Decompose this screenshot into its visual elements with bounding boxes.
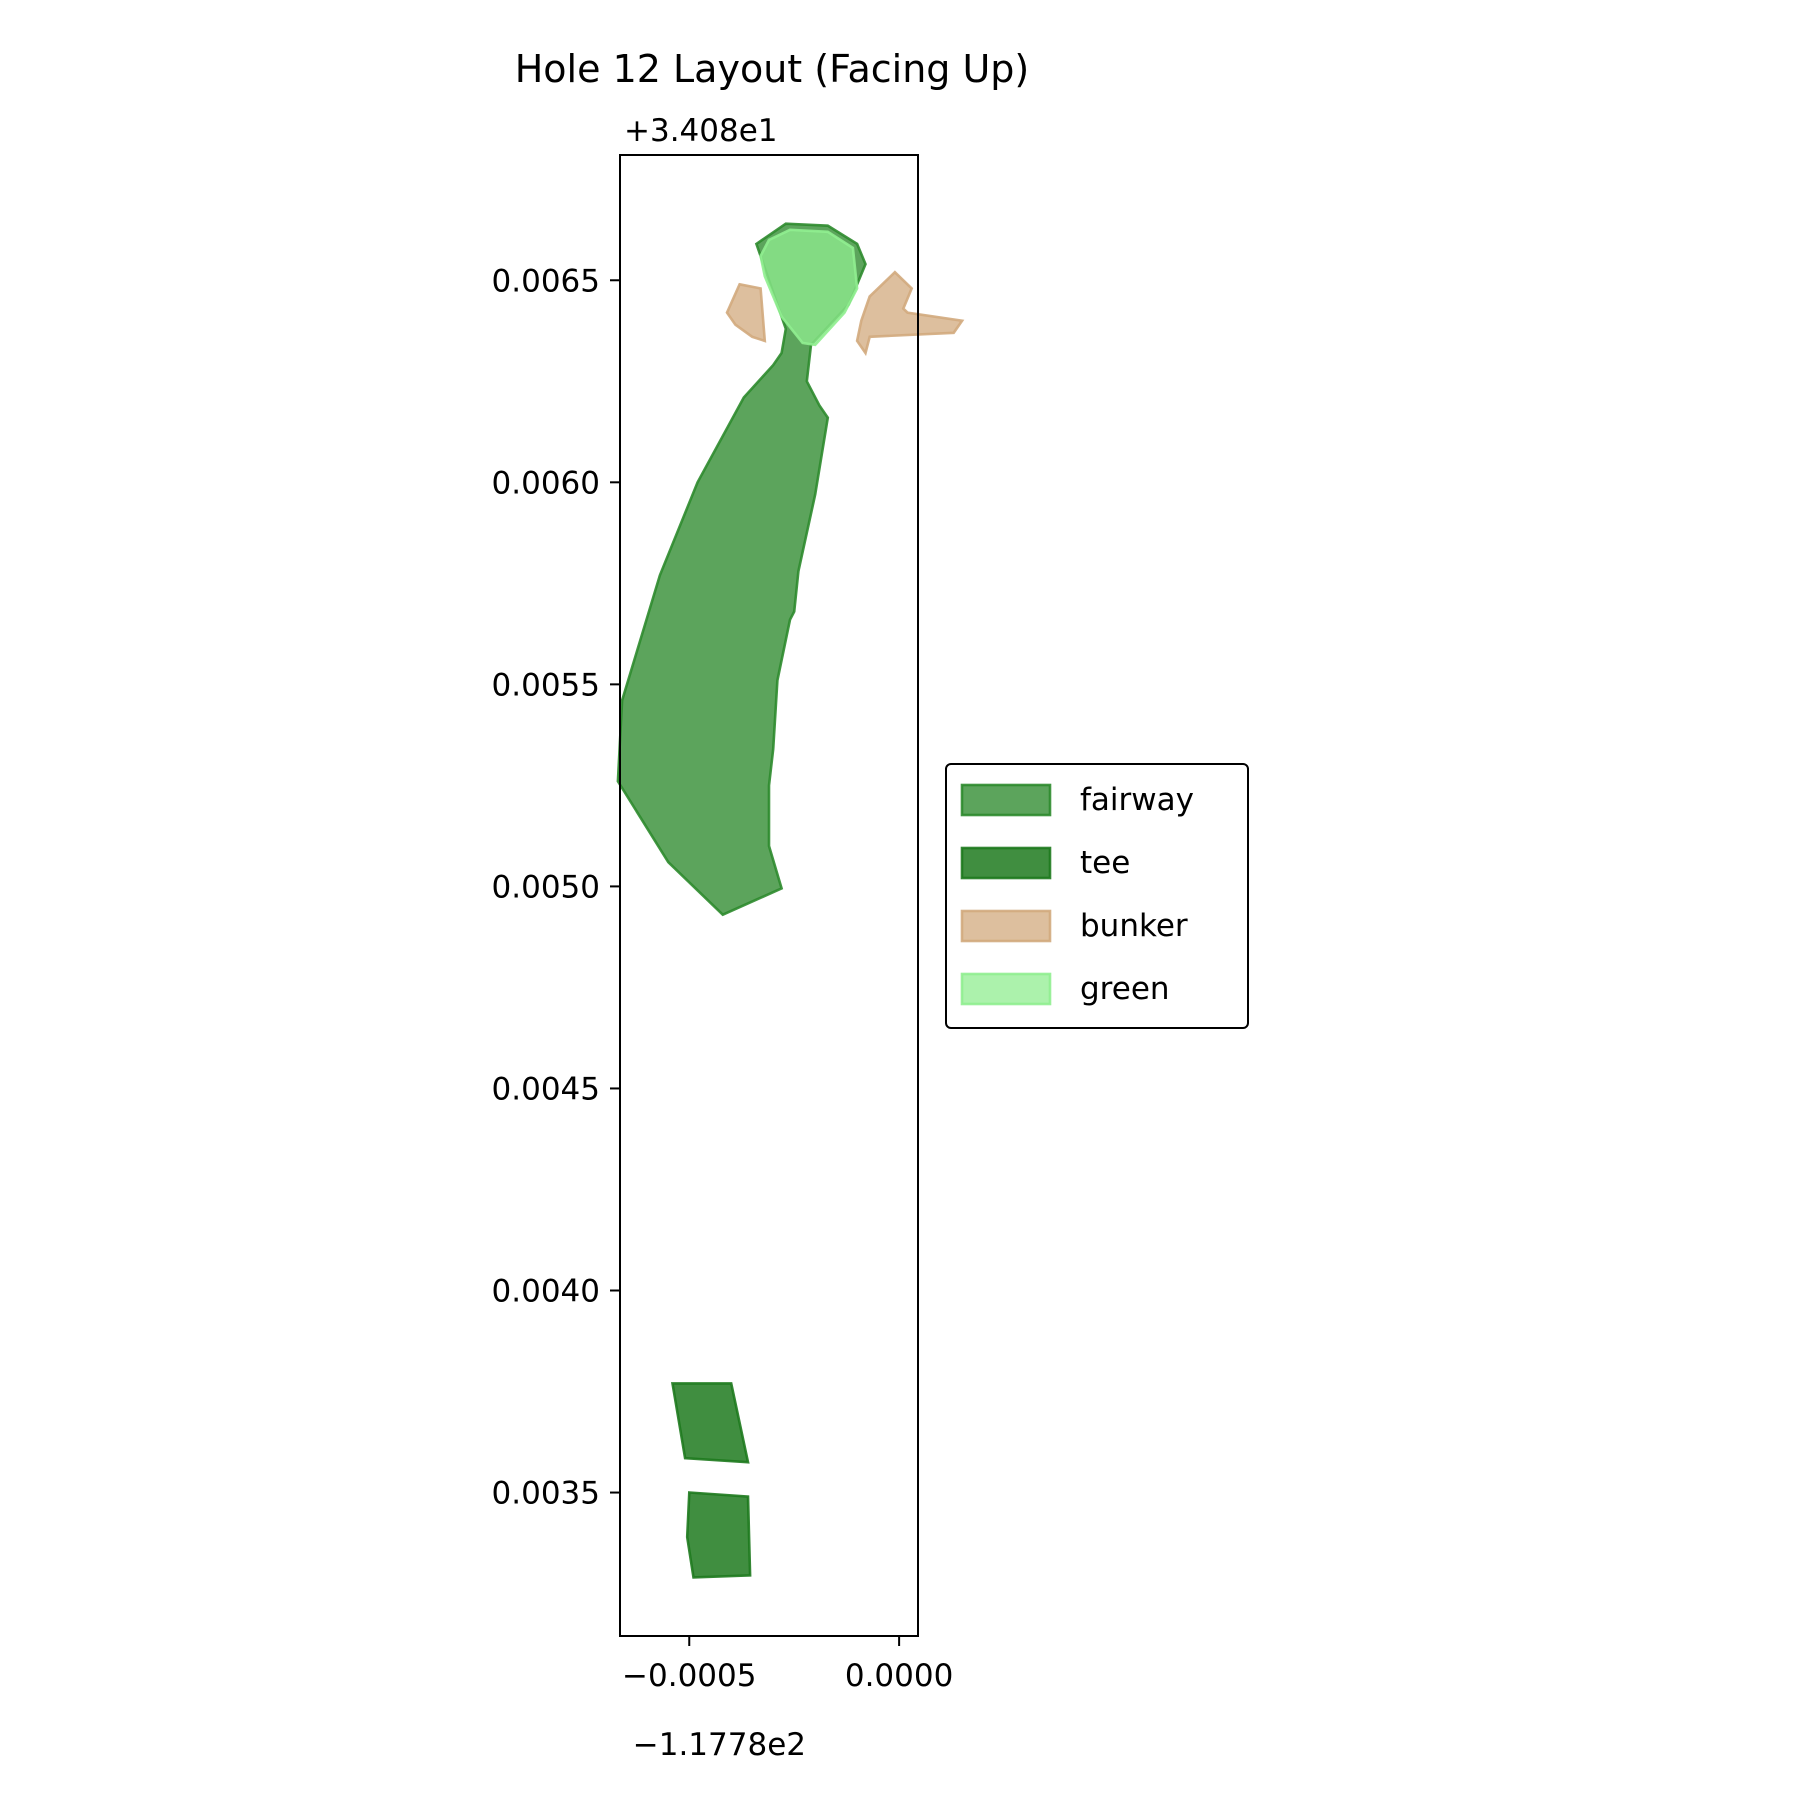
y-tick-label: 0.0045	[492, 1071, 600, 1107]
axes-frame	[619, 154, 919, 1637]
green-polygon-1	[759, 228, 859, 347]
y-tick-label: 0.0065	[492, 263, 600, 299]
x-tick-label: 0.0000	[845, 1658, 953, 1694]
y-tick-label: 0.0040	[492, 1274, 600, 1310]
legend-swatch-tee	[960, 846, 1052, 880]
chart-title: Hole 12 Layout (Facing Up)	[515, 47, 1030, 91]
plot-area: 0.0035 0.0040 0.0045 0.0050 0.0055 0.0060 0.00…	[492, 154, 965, 1694]
tee-polygon-2	[685, 1491, 752, 1579]
y-tick-label: 0.0050	[492, 869, 600, 905]
tee-polygon-1	[670, 1382, 750, 1464]
legend-label-green: green	[1080, 971, 1170, 1007]
y-tick-label: 0.0035	[492, 1476, 600, 1512]
y-tick-label: 0.0060	[492, 465, 600, 501]
y-tick-label: 0.0055	[492, 667, 600, 703]
legend-label-tee: tee	[1080, 845, 1130, 881]
bunker-polygon-1	[725, 282, 767, 343]
x-offset-label: −1.1778e2	[633, 1727, 806, 1763]
legend-label-fairway: fairway	[1080, 782, 1194, 818]
y-offset-label: +3.408e1	[624, 113, 778, 149]
legend-box	[945, 763, 1249, 1029]
x-tick-label: −0.0005	[622, 1658, 756, 1694]
legend: fairway tee bunker green	[945, 763, 1249, 1029]
legend-label-bunker: bunker	[1080, 908, 1188, 944]
bunker-polygon-2	[855, 270, 965, 357]
legend-swatch-fairway	[960, 783, 1052, 817]
legend-swatch-green	[960, 972, 1052, 1006]
legend-swatch-bunker	[960, 909, 1052, 943]
